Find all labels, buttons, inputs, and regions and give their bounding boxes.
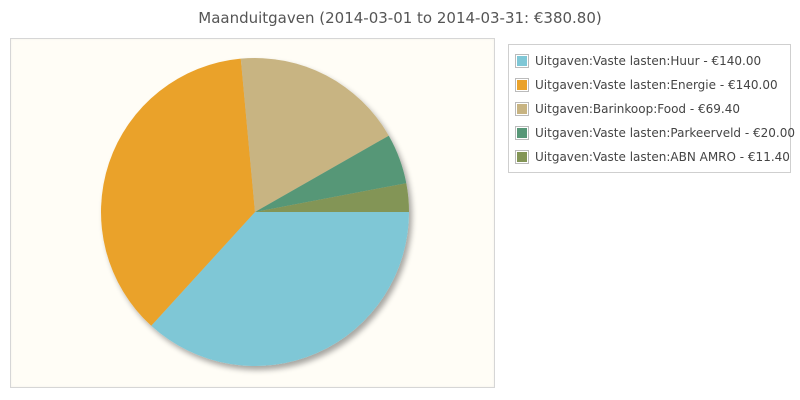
- legend-label: Uitgaven:Vaste lasten:ABN AMRO - €11.40: [535, 150, 790, 164]
- legend-item-0: Uitgaven:Vaste lasten:Huur - €140.00: [515, 49, 784, 73]
- pie-slice-0[interactable]: [151, 212, 410, 366]
- legend-item-2: Uitgaven:Barinkoop:Food - €69.40: [515, 97, 784, 121]
- pie-slice-4[interactable]: [255, 183, 409, 212]
- legend-item-3: Uitgaven:Vaste lasten:Parkeerveld - €20.…: [515, 121, 795, 145]
- legend-swatch: [515, 126, 529, 140]
- pie-slice-3[interactable]: [255, 135, 407, 212]
- legend-item-1: Uitgaven:Vaste lasten:Energie - €140.00: [515, 73, 784, 97]
- legend-label: Uitgaven:Vaste lasten:Huur - €140.00: [535, 54, 762, 68]
- legend-swatch: [515, 102, 529, 116]
- legend-item-4: Uitgaven:Vaste lasten:ABN AMRO - €11.40: [515, 145, 790, 169]
- legend-swatch: [515, 78, 529, 92]
- legend-swatch: [515, 150, 529, 164]
- legend-label: Uitgaven:Vaste lasten:Energie - €140.00: [535, 78, 778, 92]
- legend-label: Uitgaven:Barinkoop:Food - €69.40: [535, 102, 740, 116]
- legend: Uitgaven:Vaste lasten:Huur - €140.00 Uitg…: [508, 44, 795, 173]
- legend-swatch: [515, 54, 529, 68]
- chart-title: Maanduitgaven (2014-03-01 to 2014-03-31:…: [198, 9, 602, 27]
- pie-slice-1[interactable]: [101, 58, 256, 326]
- legend-label: Uitgaven:Vaste lasten:Parkeerveld - €20.…: [535, 126, 795, 140]
- pie-slice-2[interactable]: [240, 58, 389, 212]
